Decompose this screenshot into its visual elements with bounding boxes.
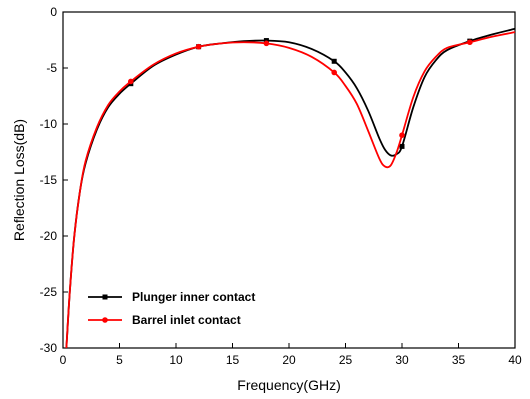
x-tick-label: 20 (282, 353, 296, 367)
y-tick-label: -10 (40, 117, 58, 131)
y-axis-title: Reflection Loss(dB) (11, 119, 27, 241)
y-tick-label: -20 (40, 229, 58, 243)
legend-label: Barrel inlet contact (132, 313, 241, 327)
y-axis: 0 -5 -10 -15 -20 -25 -30 (40, 5, 68, 355)
x-axis-title: Frequency(GHz) (237, 377, 340, 393)
y-tick-label: -25 (40, 285, 58, 299)
legend-marker (102, 294, 108, 300)
data-point (331, 69, 338, 76)
x-tick-label: 10 (169, 353, 183, 367)
x-tick-label: 5 (116, 353, 123, 367)
legend-marker (102, 317, 108, 323)
x-axis: 0 5 10 15 20 25 30 35 40 (60, 343, 522, 367)
plot-frame (62, 11, 516, 349)
data-point (331, 58, 337, 64)
x-tick-label: 40 (508, 353, 522, 367)
data-point (399, 143, 405, 149)
x-tick-label: 15 (226, 353, 240, 367)
x-tick-label: 25 (339, 353, 353, 367)
legend: Plunger inner contact Barrel inlet contac… (88, 290, 255, 327)
legend-label: Plunger inner contact (132, 290, 255, 304)
y-tick-label: 0 (50, 5, 57, 19)
data-point (399, 132, 405, 138)
data-point (195, 43, 202, 50)
y-tick-label: -30 (40, 341, 58, 355)
x-tick-label: 0 (60, 353, 67, 367)
x-tick-label: 30 (395, 353, 409, 367)
y-tick-label: -5 (46, 61, 57, 75)
series-layer (65, 27, 516, 349)
data-point (263, 40, 270, 47)
data-point (128, 78, 134, 85)
series-line-1 (65, 27, 516, 349)
data-point (467, 39, 473, 46)
series-line-2 (65, 31, 516, 349)
x-tick-label: 35 (452, 353, 466, 367)
y-tick-label: -15 (40, 173, 58, 187)
